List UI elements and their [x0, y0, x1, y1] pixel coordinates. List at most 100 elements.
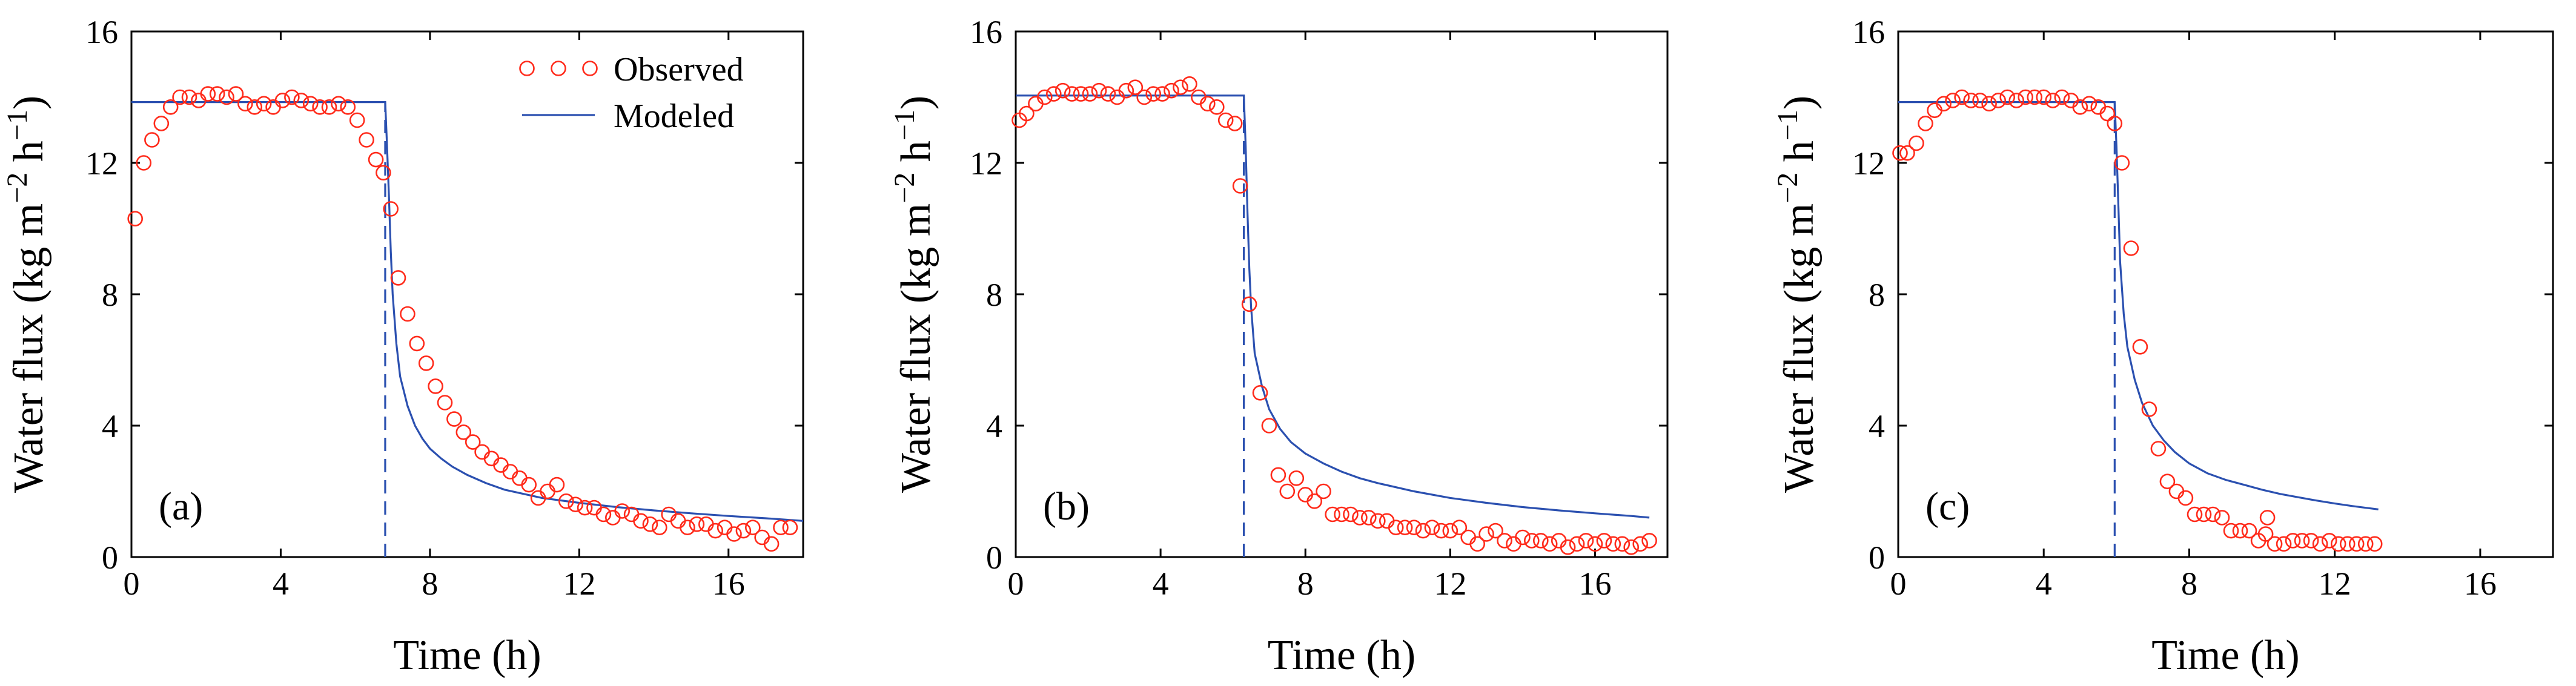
- observed-point: [455, 424, 472, 440]
- x-tick-label: 16: [2464, 566, 2497, 602]
- observed-point: [136, 155, 152, 171]
- chart-panel-b: 0 4 8 12 16 0 4 8 12 16 Time (h) Water flux (kg m−2…: [889, 14, 1669, 679]
- observed-point: [312, 99, 328, 115]
- x-tick-label: 16: [1578, 566, 1611, 602]
- observed-point: [483, 450, 500, 467]
- y-axis-label-exp1: −2: [1772, 173, 1804, 203]
- observed-point: [2099, 105, 2116, 122]
- observed-point: [2205, 506, 2221, 523]
- observed-point: [1145, 86, 1161, 102]
- observed-point: [1614, 536, 1631, 552]
- y-tick-label: 0: [1869, 539, 1885, 576]
- x-axis-label: Time (h): [393, 632, 541, 679]
- observed-point: [1325, 506, 1340, 523]
- observed-point: [1019, 105, 1035, 122]
- observed-point: [1892, 145, 1908, 161]
- observed-point: [1460, 529, 1476, 546]
- observed-point: [1200, 96, 1216, 112]
- observed-point: [1091, 82, 1107, 99]
- observed-point: [1279, 483, 1296, 500]
- observed-point: [1909, 135, 1924, 151]
- observed-point: [2330, 536, 2346, 552]
- y-tick-label: 12: [85, 145, 118, 182]
- observed-point: [1118, 82, 1134, 99]
- x-axis-label: Time (h): [1268, 632, 1415, 679]
- x-tick-label: 4: [1153, 566, 1169, 602]
- x-tick-label: 16: [712, 566, 745, 602]
- observed-point: [247, 99, 263, 115]
- observed-point: [2312, 536, 2328, 552]
- y-tick-label: 16: [85, 14, 118, 50]
- legend-observed-label: Observed: [614, 51, 744, 88]
- observed-point: [359, 132, 374, 148]
- y-tick-label: 0: [102, 539, 118, 576]
- y-axis-label-exp1: −2: [1, 173, 33, 203]
- y-axis-label-base: Water flux (kg m: [5, 203, 52, 493]
- observed-point: [680, 519, 695, 536]
- observed-point: [1046, 86, 1062, 102]
- observed-point: [376, 165, 391, 181]
- observed-point: [172, 89, 188, 105]
- observed-point: [428, 378, 443, 394]
- y-axis-label-mid: h: [1776, 140, 1823, 173]
- observed-point: [2232, 523, 2248, 539]
- observed-point: [2348, 536, 2365, 552]
- observed-point: [782, 519, 798, 536]
- observed-point: [349, 112, 365, 128]
- observed-point: [2018, 89, 2033, 105]
- observed-point: [1288, 470, 1305, 486]
- observed-point: [1370, 513, 1386, 529]
- x-tick-label: 12: [563, 566, 595, 602]
- x-tick-label: 8: [422, 566, 438, 602]
- observed-point: [2259, 510, 2276, 526]
- modeled-line: [131, 101, 804, 522]
- observed-point: [2266, 536, 2283, 552]
- x-tick-label: 0: [1890, 566, 1907, 602]
- observed-point: [1182, 76, 1197, 92]
- observed-point: [2321, 533, 2337, 549]
- plot-frame-b: [1015, 30, 1669, 558]
- observed-point: [1127, 79, 1144, 95]
- observed-point: [502, 464, 518, 480]
- observed-point: [1415, 523, 1431, 539]
- observed-point: [1963, 93, 1979, 108]
- observed-point: [162, 99, 179, 115]
- observed-point: [1082, 86, 1098, 102]
- observed-point: [2114, 155, 2130, 171]
- legend-observed-marker: [551, 61, 566, 76]
- observed-point: [763, 536, 780, 552]
- observed-point: [2045, 93, 2061, 108]
- observed-point: [1173, 79, 1188, 95]
- observed-point: [2303, 533, 2319, 549]
- observed-point: [1261, 418, 1277, 434]
- observed-point: [1232, 178, 1248, 194]
- observed-point: [1451, 519, 1468, 536]
- observed-point: [2276, 536, 2292, 552]
- observed-point: [1136, 89, 1152, 105]
- observed-point: [773, 519, 789, 536]
- observed-point: [2063, 93, 2079, 108]
- observed-point: [1506, 536, 1521, 552]
- observed-point: [1541, 536, 1558, 552]
- y-tick-label: 0: [986, 539, 1002, 576]
- observed-point: [1406, 519, 1422, 536]
- observed-point: [1533, 533, 1549, 549]
- plot-frame-c: [1897, 30, 2554, 558]
- observed-point: [1361, 510, 1377, 526]
- y-axis-label-base: Water flux (kg m: [893, 203, 939, 493]
- y-axis-label-end: ): [893, 96, 939, 110]
- observed-point: [1497, 533, 1512, 549]
- observed-point: [1515, 529, 1531, 546]
- legend-observed-marker: [582, 61, 598, 76]
- observed-point: [302, 96, 319, 112]
- observed-point: [1990, 93, 2006, 108]
- observed-point: [2054, 89, 2070, 105]
- observed-point: [1954, 89, 1970, 105]
- panel-label: (a): [159, 484, 203, 529]
- y-axis-label-end: ): [5, 96, 52, 110]
- observed-point: [623, 506, 640, 523]
- observed-point: [181, 89, 197, 105]
- panel-label: (c): [1925, 484, 1970, 529]
- observed-point: [2036, 89, 2051, 105]
